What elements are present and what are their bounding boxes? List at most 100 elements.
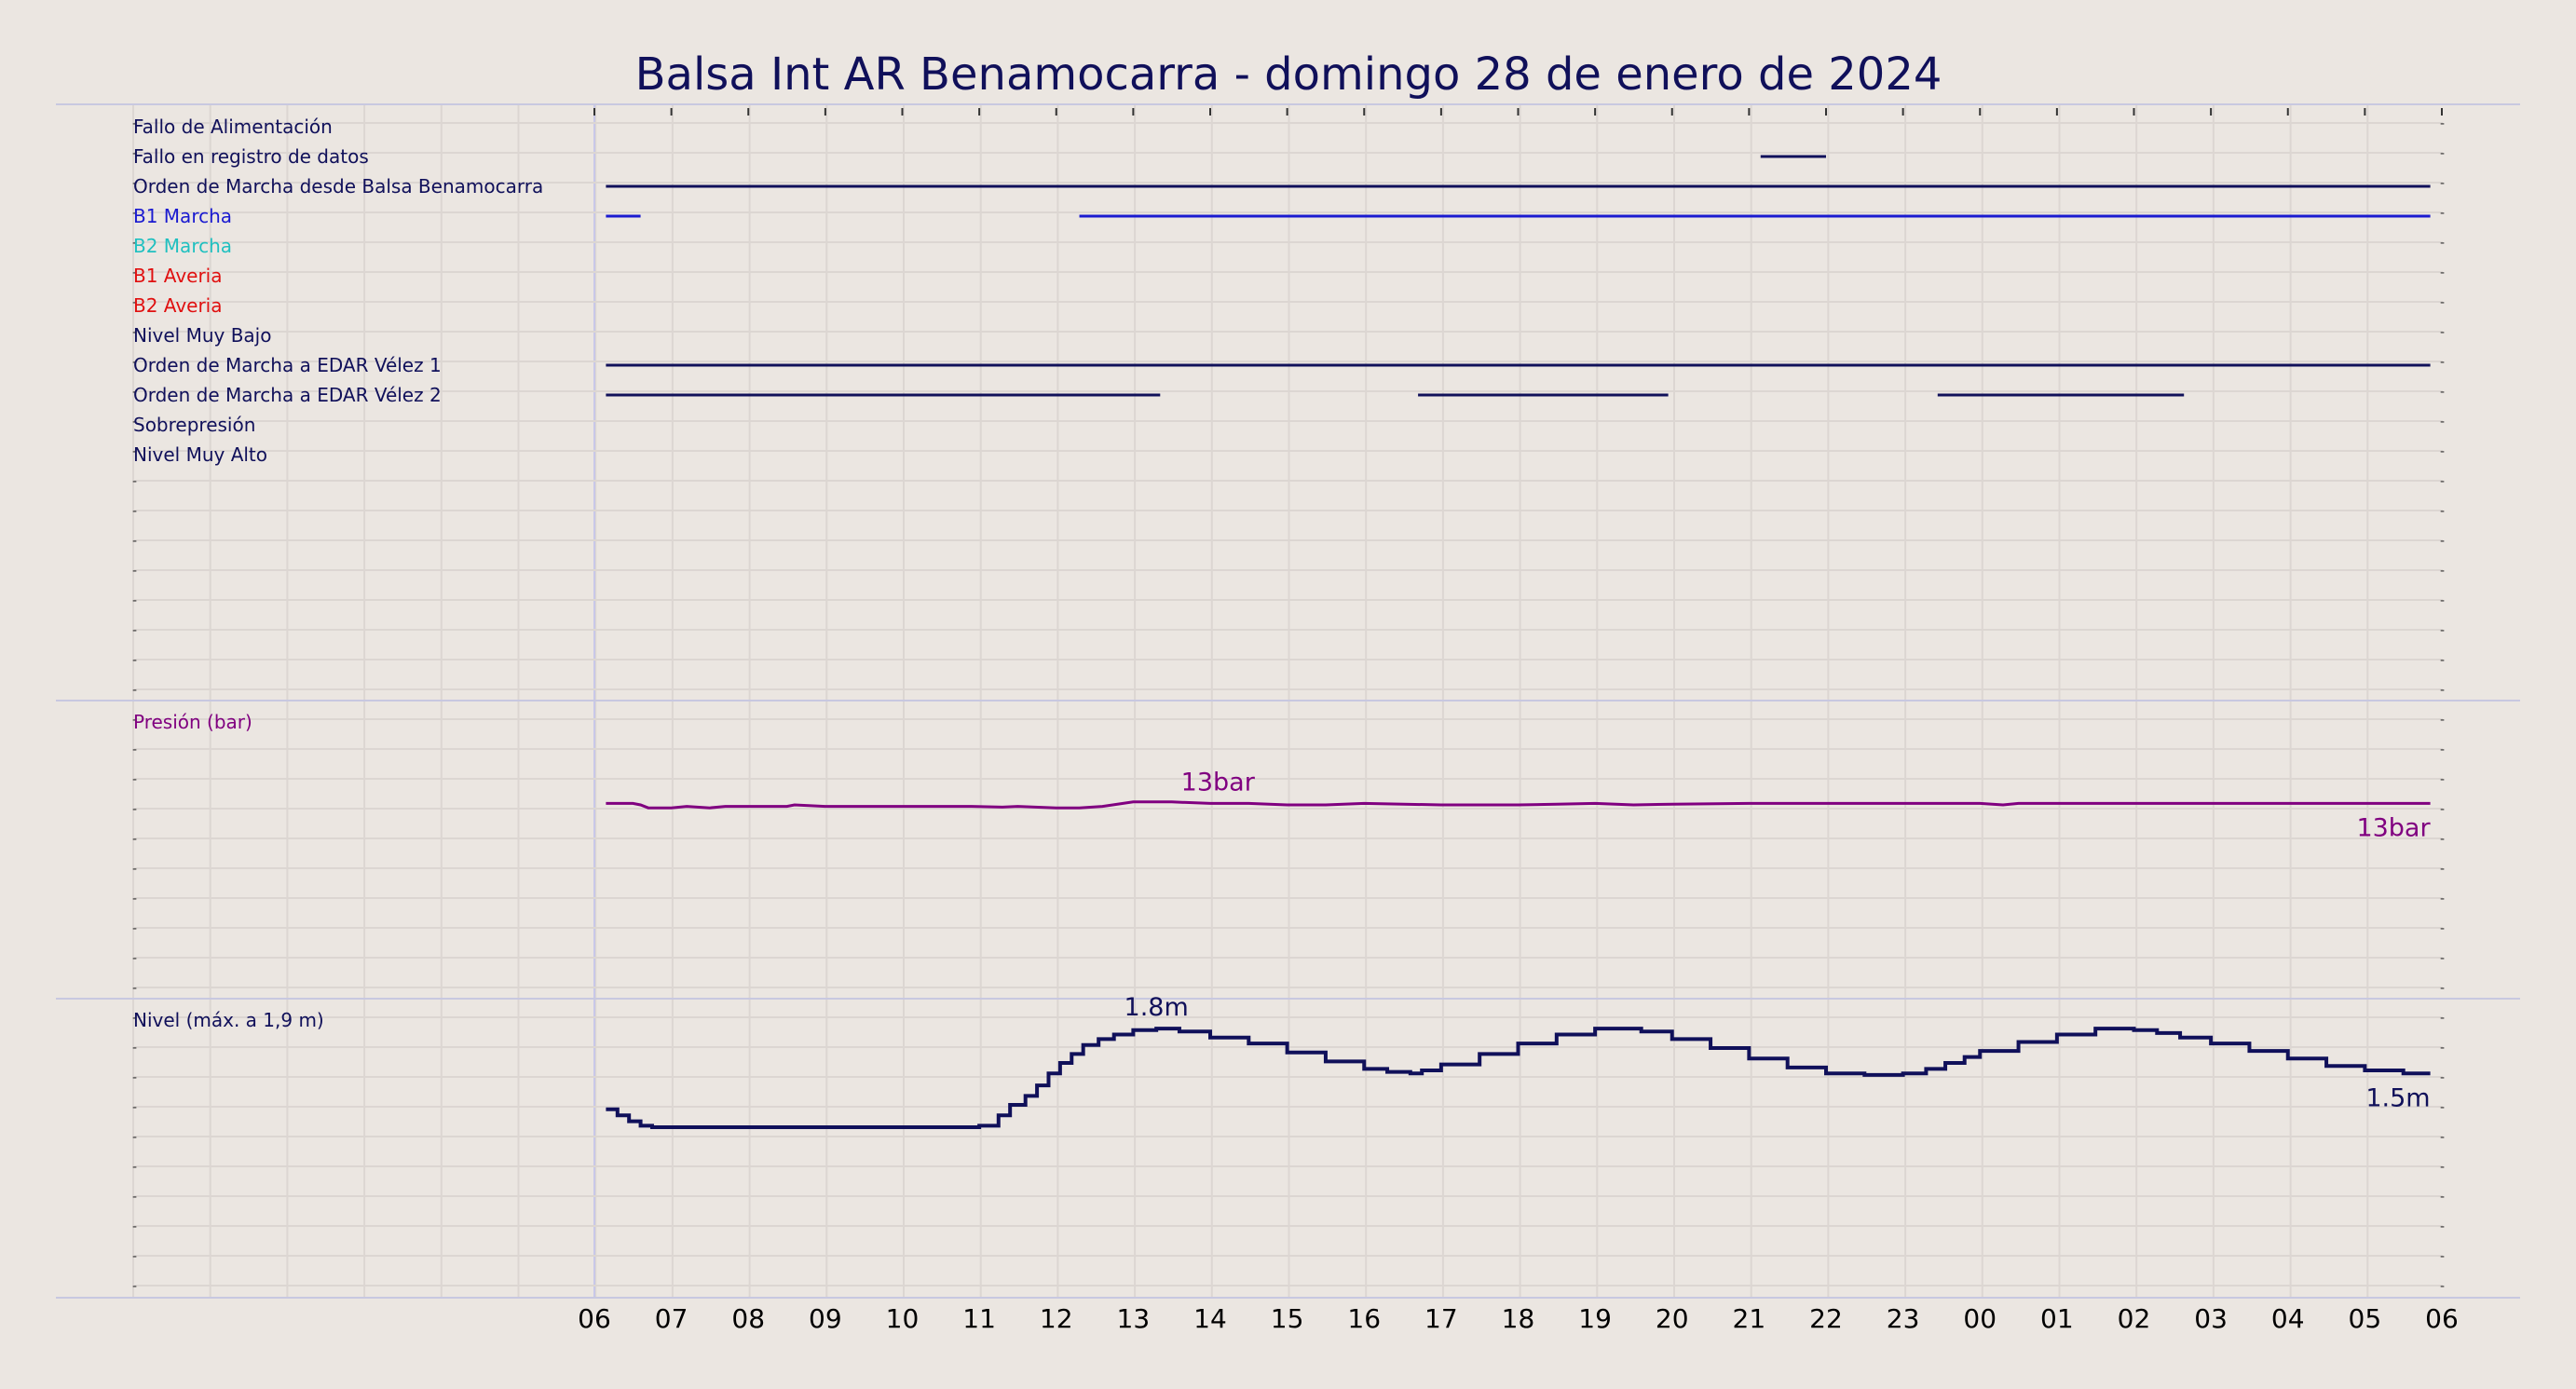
y-tick-mark: - (2440, 385, 2445, 400)
y-tick-mark: - (132, 444, 137, 459)
y-tick-mark: - (132, 981, 137, 996)
y-tick-mark: - (2440, 981, 2445, 996)
y-tick-mark: - (2440, 832, 2445, 847)
y-tick-mark: - (2440, 295, 2445, 310)
y-tick-mark: - (2440, 1190, 2445, 1205)
value-annotation: 13bar (2356, 813, 2431, 842)
y-tick-mark: - (132, 653, 137, 668)
signal-label: Nivel Muy Alto (133, 443, 267, 466)
x-tick-label: 09 (809, 1303, 842, 1334)
y-tick-mark: - (132, 474, 137, 489)
y-tick-mark: - (2440, 564, 2445, 579)
y-tick-mark: - (132, 713, 137, 728)
y-tick-mark: - (132, 355, 137, 370)
y-tick-mark: - (2440, 474, 2445, 489)
signal-label: Orden de Marcha a EDAR Vélez 2 (133, 384, 442, 406)
grid: - - - - - - - - - - - - - - - - - - - - - - - - - - - - - - - - - - - - - - - -… (56, 103, 2520, 1299)
x-tick-label: 06 (2425, 1303, 2459, 1334)
y-tick-mark: - (2440, 1249, 2445, 1264)
y-tick-mark: - (2440, 325, 2445, 340)
x-tick-label: 11 (962, 1303, 996, 1334)
panels: Fallo de Alimentación Fallo en registro d… (133, 116, 2431, 1130)
y-tick-mark: - (132, 325, 137, 340)
y-tick-mark: - (2440, 1011, 2445, 1026)
y-tick-mark: - (2440, 266, 2445, 280)
x-axis-ticks: 06 07 08 09 10 11 12 13 14 15 16 17 18 19 20 21 22 23 00 01… (578, 108, 2459, 1334)
y-tick-mark: - (2440, 802, 2445, 817)
y-tick-mark: - (132, 951, 137, 966)
value-annotation: 13bar (1181, 768, 1256, 797)
y-tick-mark: - (2440, 713, 2445, 728)
y-tick-mark: - (132, 1041, 137, 1055)
pressure-panel-label: Presión (bar) (133, 711, 252, 733)
x-tick-label: 15 (1271, 1303, 1304, 1334)
x-tick-label: 21 (1733, 1303, 1766, 1334)
y-tick-mark: - (2440, 742, 2445, 757)
signal-label: Orden de Marcha desde Balsa Benamocarra (133, 175, 543, 197)
y-tick-mark: - (2440, 623, 2445, 638)
x-tick-label: 03 (2194, 1303, 2228, 1334)
x-tick-label: 20 (1656, 1303, 1689, 1334)
y-tick-mark: - (132, 683, 137, 698)
y-tick-mark: - (2440, 236, 2445, 251)
y-tick-mark: - (2440, 1130, 2445, 1145)
y-tick-mark: - (132, 862, 137, 877)
y-tick-mark: - (2440, 415, 2445, 429)
signal-label: B2 Averia (133, 294, 223, 317)
y-tick-mark: - (2440, 1041, 2445, 1055)
y-tick-mark: - (132, 1011, 137, 1026)
y-tick-mark: - (132, 1219, 137, 1234)
y-tick-mark: - (132, 176, 137, 191)
x-tick-label: 12 (1040, 1303, 1073, 1334)
signal-label: Nivel Muy Bajo (133, 324, 271, 347)
y-tick-mark: - (132, 772, 137, 787)
x-tick-label: 02 (2118, 1303, 2151, 1334)
x-tick-label: 07 (655, 1303, 688, 1334)
x-tick-label: 22 (1809, 1303, 1843, 1334)
y-tick-mark: - (2440, 206, 2445, 221)
y-tick-mark: - (2440, 1100, 2445, 1115)
y-tick-mark: - (2440, 1279, 2445, 1294)
y-tick-mark: - (132, 593, 137, 608)
y-tick-mark: - (2440, 116, 2445, 131)
y-tick-mark: - (132, 1070, 137, 1085)
y-tick-mark: - (2440, 444, 2445, 459)
x-tick-label: 05 (2349, 1303, 2382, 1334)
y-tick-mark: - (132, 1190, 137, 1205)
pressure-line (606, 800, 2431, 810)
x-tick-label: 13 (1117, 1303, 1151, 1334)
y-tick-mark: - (2440, 772, 2445, 787)
x-tick-label: 01 (2040, 1303, 2074, 1334)
signal-label: B2 Marcha (133, 235, 232, 257)
y-tick-mark: - (132, 206, 137, 221)
y-tick-mark: - (132, 1100, 137, 1115)
y-tick-mark: - (132, 534, 137, 549)
y-tick-mark: - (2440, 146, 2445, 161)
timeline-panel: Fallo de Alimentación Fallo en registro d… (133, 116, 2431, 466)
y-tick-mark: - (2440, 683, 2445, 698)
y-tick-mark: - (132, 564, 137, 579)
x-tick-label: 04 (2271, 1303, 2305, 1334)
level-line (606, 1027, 2431, 1130)
y-tick-mark: - (132, 802, 137, 817)
x-tick-label: 23 (1887, 1303, 1920, 1334)
x-tick-label: 08 (731, 1303, 765, 1334)
y-tick-mark: - (132, 1279, 137, 1294)
x-tick-label: 06 (578, 1303, 611, 1334)
y-tick-mark: - (132, 1160, 137, 1175)
y-tick-mark: - (2440, 862, 2445, 877)
y-tick-mark: - (132, 146, 137, 161)
y-tick-mark: - (2440, 653, 2445, 668)
y-tick-mark: - (2440, 534, 2445, 549)
x-tick-label: 10 (886, 1303, 920, 1334)
value-annotation: 1.5m (2365, 1083, 2430, 1112)
value-annotation: 1.8m (1124, 993, 1189, 1022)
y-tick-mark: - (132, 921, 137, 936)
signal-label: B1 Averia (133, 265, 223, 287)
signal-label: Fallo de Alimentación (133, 116, 333, 138)
y-tick-mark: - (132, 385, 137, 400)
y-tick-mark: - (132, 892, 137, 906)
y-tick-mark: - (132, 742, 137, 757)
y-tick-mark: - (2440, 892, 2445, 906)
y-tick-mark: - (132, 1130, 137, 1145)
